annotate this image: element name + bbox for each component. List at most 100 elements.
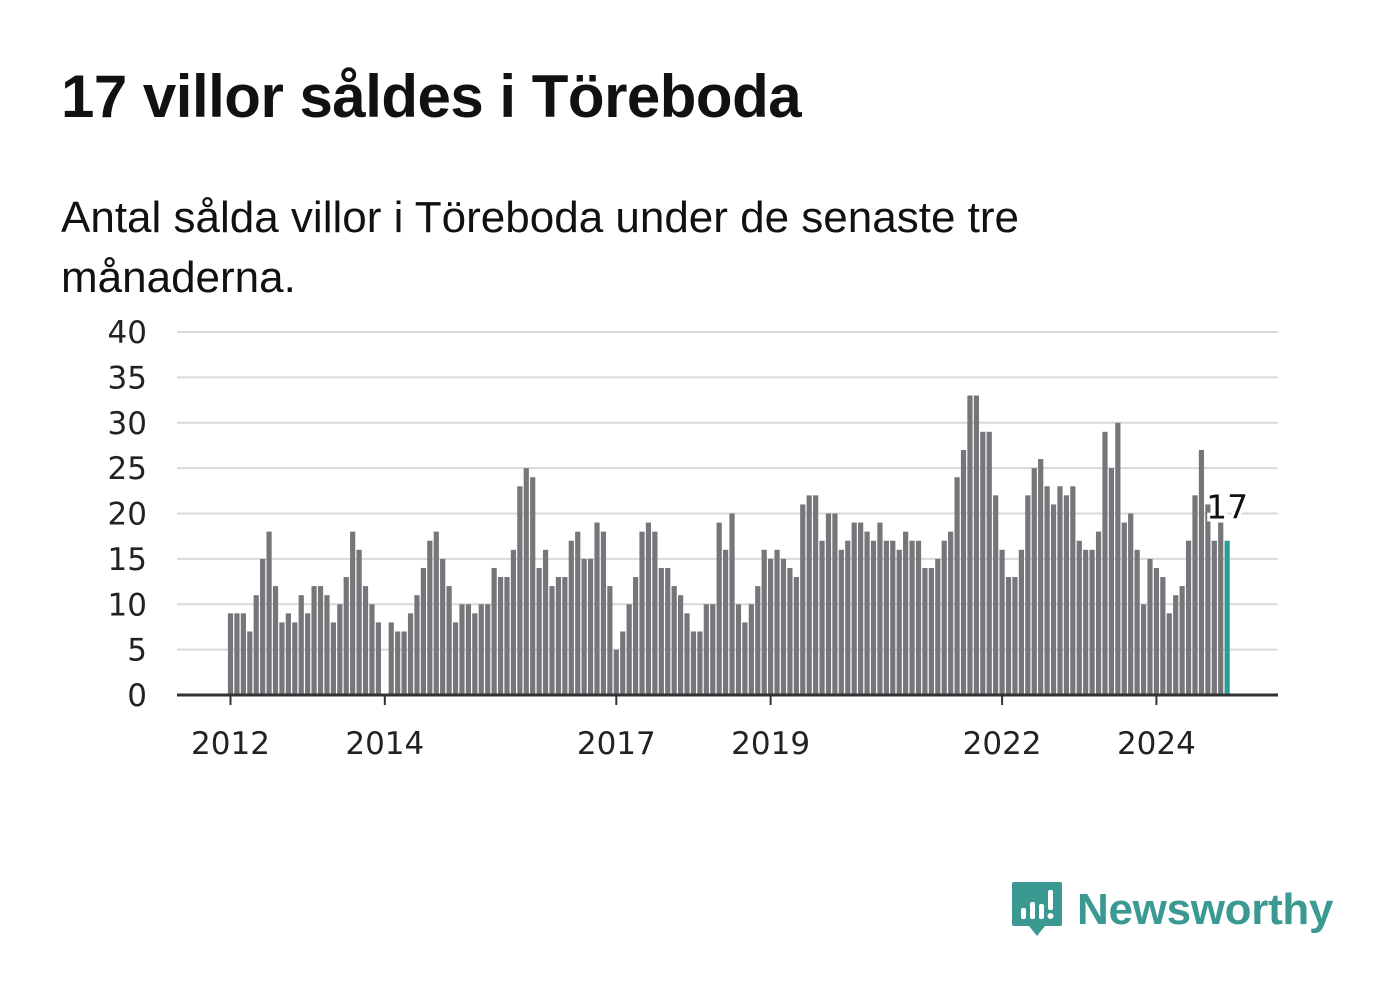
- bar: [729, 513, 735, 695]
- bar: [575, 531, 581, 695]
- bar: [980, 431, 986, 695]
- bar: [581, 558, 587, 695]
- bar: [832, 513, 838, 695]
- bar: [626, 604, 632, 695]
- bar: [562, 577, 568, 695]
- bar: [941, 540, 947, 695]
- bar: [742, 622, 748, 695]
- bar: [903, 531, 909, 695]
- bar: [260, 558, 266, 695]
- bar: [1192, 495, 1198, 695]
- bars: [227, 395, 1230, 695]
- bar: [356, 549, 362, 695]
- bar: [305, 613, 311, 695]
- bar: [1198, 449, 1205, 695]
- bar: [864, 531, 870, 695]
- x-tick-label: 2017: [577, 726, 656, 762]
- bar: [1218, 522, 1224, 695]
- y-tick-label: 40: [108, 315, 147, 351]
- bar: [948, 531, 954, 695]
- bar: [465, 604, 472, 695]
- bar: [716, 522, 722, 695]
- y-tick-label: 10: [108, 587, 147, 623]
- bar: [542, 549, 549, 695]
- bar: [587, 558, 594, 695]
- bar: [645, 522, 652, 695]
- bar: [632, 577, 639, 695]
- bar: [240, 613, 246, 695]
- bar: [414, 595, 420, 695]
- x-tick-label: 2024: [1117, 726, 1196, 762]
- bar: [774, 549, 780, 695]
- bar: [999, 549, 1005, 695]
- bar: [877, 522, 883, 695]
- bar: [755, 586, 761, 695]
- bar: [1147, 558, 1153, 695]
- bar: [1160, 577, 1166, 695]
- bar: [1205, 504, 1211, 695]
- x-tick-label: 2012: [191, 726, 270, 762]
- chart-subtitle: Antal sålda villor i Töreboda under de s…: [61, 193, 1019, 302]
- bar: [986, 431, 992, 695]
- axes: [177, 693, 1278, 705]
- bar: [1153, 567, 1160, 695]
- bar: [813, 495, 819, 695]
- bar: [639, 531, 645, 695]
- bar: [1108, 468, 1115, 695]
- bar: [555, 577, 562, 695]
- bar: [761, 549, 767, 695]
- bar: [1031, 468, 1037, 695]
- bar: [478, 604, 484, 695]
- bar: [433, 531, 439, 695]
- chart-title: 17 villor såldes i Töreboda: [61, 63, 802, 130]
- labels: 0 5 10 15 20 25 30 35 40 2012 2014 2017 2019 2022 2024…: [108, 315, 1252, 762]
- bar: [369, 604, 375, 695]
- bar: [787, 567, 793, 695]
- bar: [915, 540, 922, 695]
- y-tick-label: 35: [108, 360, 147, 396]
- bar: [819, 540, 825, 695]
- bar: [1012, 577, 1018, 695]
- bar: [1070, 486, 1076, 695]
- bar-latest: [1224, 540, 1230, 695]
- bar: [594, 522, 600, 695]
- bar: [549, 586, 555, 695]
- bar: [1166, 613, 1172, 695]
- bar: [967, 395, 973, 695]
- bar: [690, 631, 697, 695]
- y-tick-label: 20: [108, 497, 147, 533]
- y-tick-label: 0: [127, 678, 147, 714]
- bar: [1173, 595, 1179, 695]
- bar: [1050, 504, 1057, 695]
- bar: [362, 586, 369, 695]
- bar: [491, 567, 497, 695]
- bar: [954, 477, 960, 695]
- bar: [452, 622, 459, 695]
- bar: [504, 577, 510, 695]
- bar: [272, 586, 279, 695]
- bar: [1005, 577, 1012, 695]
- bar: [851, 522, 857, 695]
- bar: [234, 613, 240, 695]
- bar: [1044, 486, 1050, 695]
- bar: [1063, 495, 1069, 695]
- bar: [1134, 549, 1140, 695]
- bar: [658, 567, 664, 695]
- bar: [517, 486, 523, 695]
- bar: [1121, 522, 1127, 695]
- bar: [1089, 549, 1095, 695]
- bar: [973, 395, 979, 695]
- bar: [247, 631, 253, 695]
- bar: [401, 631, 407, 695]
- bar: [427, 540, 433, 695]
- bar: [446, 586, 452, 695]
- bar: [1128, 513, 1134, 695]
- bar: [530, 477, 536, 695]
- bar: [825, 513, 832, 695]
- bar: [870, 540, 877, 695]
- bar: [1140, 604, 1147, 695]
- newsworthy-logo-icon: [1012, 882, 1062, 936]
- bar: [710, 604, 716, 695]
- bar: [1102, 431, 1108, 695]
- bar: [735, 604, 742, 695]
